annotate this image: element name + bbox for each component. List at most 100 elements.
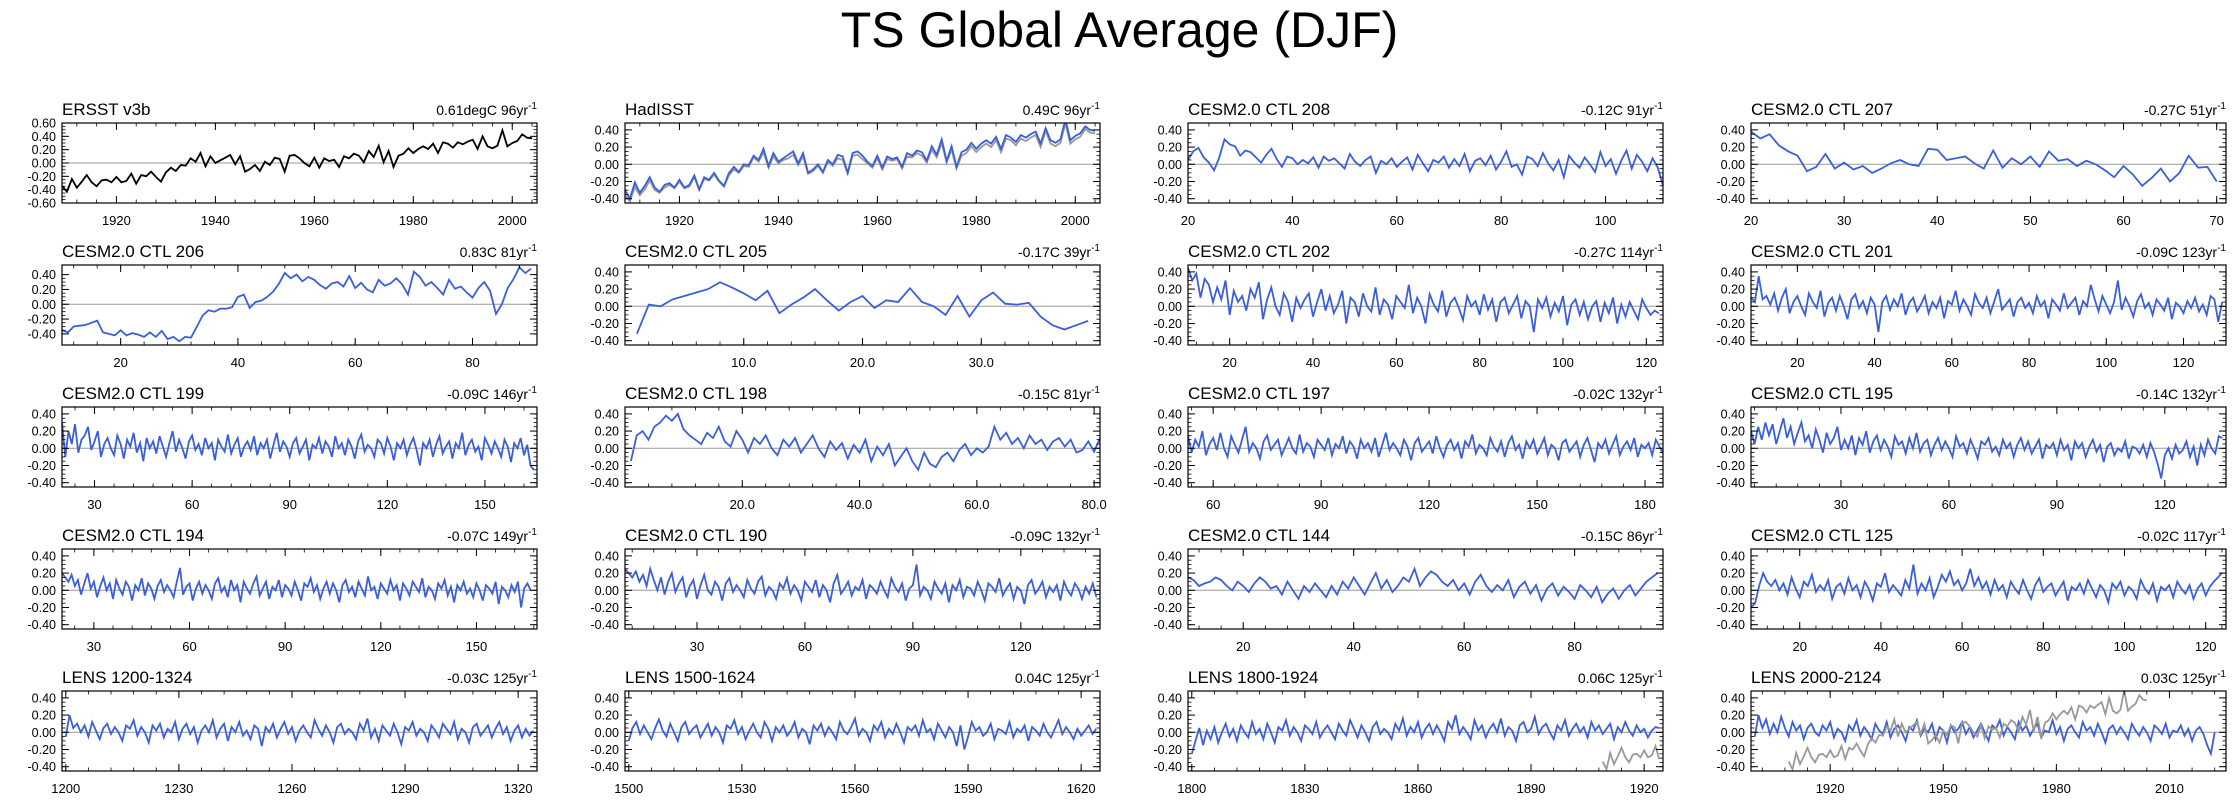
series-line-overlay (625, 123, 1096, 203)
x-tick-label: 60 (1945, 355, 1959, 370)
y-tick-label: 0.00 (1158, 726, 1182, 740)
x-tick-label: 100 (2095, 355, 2117, 370)
y-tick-label: 0.40 (32, 407, 56, 421)
y-tick-label: 0.20 (1158, 709, 1182, 723)
x-tick-label: 150 (466, 639, 488, 654)
y-tick-label: 0.40 (32, 691, 56, 705)
panel: LENS 1200-1324 -0.03C 125yr-1 0.40 0.20 0.00… (28, 668, 538, 796)
panel-title: LENS 1200-1324 (62, 668, 192, 687)
trend-label: -0.09C 123yr-1 (2136, 243, 2226, 260)
x-tick-label: 1980 (2042, 781, 2071, 796)
y-tick-label: -0.20 (28, 170, 57, 184)
panel-title: CESM2.0 CTL 208 (1188, 100, 1330, 119)
y-tick-label: -0.40 (591, 334, 620, 348)
y-tick-label: 0.20 (1158, 425, 1182, 439)
y-tick-label: -0.20 (1154, 743, 1183, 757)
x-tick-label: 40 (1346, 639, 1360, 654)
y-tick-label: 0.40 (1721, 407, 1745, 421)
trend-label: -0.27C 51yr-1 (2144, 101, 2226, 118)
series-line-model (62, 567, 532, 608)
trend-exponent: -1 (2217, 527, 2226, 538)
plot-frame (624, 122, 1101, 204)
x-tick-label: 40 (231, 355, 245, 370)
y-tick-label: 0.40 (595, 691, 619, 705)
x-tick-label: 90 (2050, 497, 2064, 512)
trend-exponent: -1 (1654, 527, 1663, 538)
series-line-model (1188, 426, 1663, 463)
trend-exponent: -1 (1654, 101, 1663, 112)
trend-value: -0.14C 132 (2136, 386, 2205, 402)
trend-exponent: -1 (1654, 243, 1663, 254)
x-tick-label: 40 (1874, 639, 1888, 654)
trend-unit: yr (2205, 244, 2217, 260)
x-tick-label: 30 (690, 639, 704, 654)
x-tick-label: 1920 (1630, 781, 1659, 796)
trend-value: -0.27C 114 (1574, 244, 1642, 260)
y-tick-label: -0.40 (28, 327, 57, 341)
panel: HadISST 0.49C 96yr-1 0.40 0.20 0.00 -0.20 -0.4… (591, 100, 1101, 228)
x-tick-label: 20.0 (850, 355, 875, 370)
series-line-model (1188, 137, 1663, 187)
x-tick-label: 20 (1181, 213, 1195, 228)
x-tick-label: 120 (1635, 355, 1657, 370)
x-tick-label: 30 (1834, 497, 1848, 512)
panel: ERSST v3b 0.61degC 96yr-1 0.600.400.200.00… (28, 100, 538, 228)
panel-title: CESM2.0 CTL 195 (1751, 384, 1893, 403)
x-tick-label: 2010 (2155, 781, 2184, 796)
x-tick-label: 1940 (764, 213, 793, 228)
series-line-model (625, 564, 1098, 605)
y-tick-label: -0.40 (591, 476, 620, 490)
plot-frame (61, 264, 538, 346)
x-tick-label: 90 (1314, 497, 1328, 512)
y-tick-label: -0.40 (1717, 618, 1746, 632)
y-tick-label: -0.20 (591, 459, 620, 473)
trend-exponent: -1 (2217, 385, 2226, 396)
y-tick-label: 0.20 (1721, 567, 1745, 581)
panel-title: CESM2.0 CTL 205 (625, 242, 767, 261)
y-tick-label: 0.20 (595, 425, 619, 439)
series-line-model (636, 281, 1089, 335)
y-tick-label: 0.40 (1158, 549, 1182, 563)
x-tick-label: 60 (1942, 497, 1956, 512)
x-tick-label: 80 (2022, 355, 2036, 370)
panel: CESM2.0 CTL 195 -0.14C 132yr-1 0.40 0.20 0.0… (1717, 384, 2227, 512)
x-tick-label: 120 (2154, 497, 2176, 512)
trend-value: -0.17C 39 (1018, 244, 1080, 260)
x-tick-label: 90 (278, 639, 292, 654)
x-tick-label: 120 (370, 639, 392, 654)
series-line-model (1751, 130, 2218, 188)
x-tick-label: 1530 (727, 781, 756, 796)
x-tick-label: 60 (2116, 213, 2130, 228)
y-tick-label: 0.00 (1721, 584, 1745, 598)
trend-unit: yr (1642, 102, 1654, 118)
y-tick-label: -0.20 (28, 459, 57, 473)
panel-title: CESM2.0 CTL 194 (62, 526, 204, 545)
panel: LENS 2000-2124 0.03C 125yr-1 0.40 0.20 0.00 -… (1717, 668, 2227, 796)
y-tick-label: 0.20 (32, 283, 56, 297)
panel-title: CESM2.0 CTL 144 (1188, 526, 1330, 545)
panel: CESM2.0 CTL 197 -0.02C 132yr-1 0.40 0.20 0.0… (1154, 384, 1664, 512)
y-tick-label: 0.20 (595, 567, 619, 581)
trend-value: 0.83C 81 (460, 244, 517, 260)
trend-value: -0.03C 125 (447, 670, 516, 686)
panel-title: LENS 2000-2124 (1751, 668, 1881, 687)
y-tick-label: 0.60 (32, 117, 56, 131)
y-tick-label: 0.40 (595, 265, 619, 279)
y-tick-label: -0.40 (591, 192, 620, 206)
x-tick-label: 60 (798, 639, 812, 654)
x-tick-label: 1620 (1067, 781, 1096, 796)
plot-frame (1187, 690, 1664, 772)
x-tick-label: 2000 (498, 213, 527, 228)
x-tick-label: 60 (185, 497, 199, 512)
panel-title: CESM2.0 CTL 197 (1188, 384, 1330, 403)
y-tick-label: -0.20 (1154, 175, 1183, 189)
plot-frame (61, 548, 538, 630)
trend-value: -0.09C 123 (2136, 244, 2205, 260)
trend-unit: yr (1642, 670, 1654, 686)
panel-title: CESM2.0 CTL 202 (1188, 242, 1330, 261)
x-tick-label: 80 (1567, 639, 1581, 654)
x-tick-label: 30 (87, 639, 101, 654)
x-tick-label: 1500 (614, 781, 643, 796)
panel-title: CESM2.0 CTL 125 (1751, 526, 1893, 545)
